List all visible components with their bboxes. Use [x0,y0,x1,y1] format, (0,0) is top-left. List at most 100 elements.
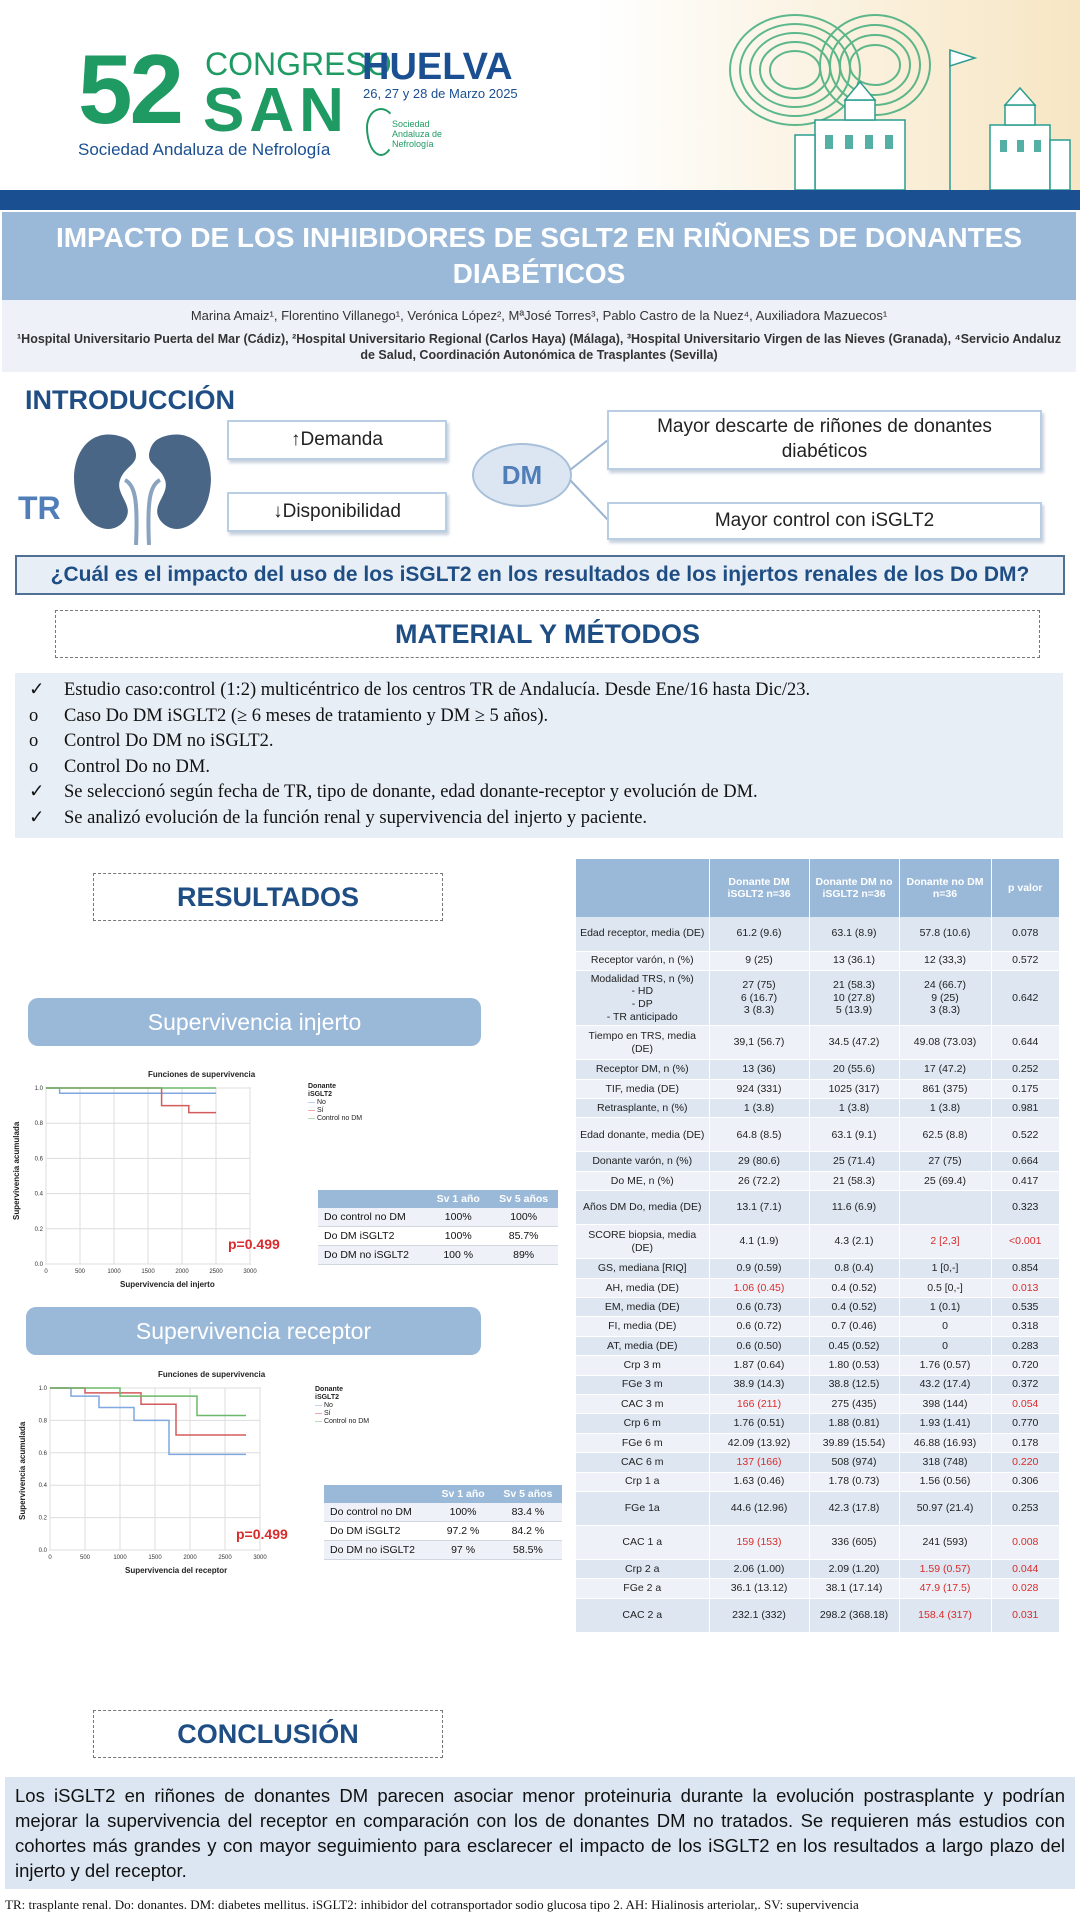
table-cell: 85.7% [489,1226,558,1246]
recipient-survival-pill: Supervivencia receptor [26,1307,481,1355]
chart-title: Funciones de supervivencia [158,1370,266,1379]
recipient-chart-legend: Donante iSGLT2 — No — Sí — Control no DM [315,1386,369,1426]
table-cell: 275 (435) [809,1394,900,1415]
table-row: Receptor varón, n (%) 9 (25) 13 (36.1) 12 (… [576,951,1060,971]
table-header-cell [324,1485,433,1503]
table-cell: 84.2 % [493,1521,562,1541]
table-cell: 0.981 [991,1098,1060,1119]
table-cell: GS, mediana [RIQ] [576,1258,710,1279]
table-cell: 13 (36.1) [809,951,900,971]
x-tick-label: 3000 [243,1269,257,1275]
table-cell: 241 (593) [899,1525,992,1560]
table-cell: Do control no DM [324,1503,433,1522]
table-cell: 50.97 (21.4) [899,1491,992,1526]
table-header-cell [318,1190,428,1208]
graft-survival-chart: Funciones de supervivencia Supervivencia… [10,1068,320,1294]
table-cell: 0.45 (0.52) [809,1336,900,1357]
table-cell: 0.9 (0.59) [709,1258,810,1279]
table-cell: 24 (66.7) 9 (25) 3 (8.3) [899,970,992,1027]
table-cell: 64.8 (8.5) [709,1117,810,1153]
table-cell: 46.88 (16.93) [899,1433,992,1454]
y-tick-label: 0.4 [39,1483,48,1489]
table-cell: 100 % [427,1245,490,1265]
table-cell: 39,1 (56.7) [709,1025,810,1061]
method-item: o Caso Do DM iSGLT2 (≥ 6 meses de tratami… [29,704,1049,730]
tr-label: TR [18,490,61,526]
table-cell: 0.220 [991,1452,1060,1473]
table-cell: 47.9 (17.5) [899,1578,992,1599]
table-cell: 166 (211) [709,1394,810,1415]
method-text: Estudio caso:control (1:2) multicéntrico… [64,680,811,700]
table-header-cell [576,859,710,917]
table-cell: 0.854 [991,1258,1060,1279]
table-cell: 9 (25) [709,951,810,971]
table-cell: 0.054 [991,1394,1060,1415]
checkmark-icon: ✓ [29,807,45,828]
table-cell: 137 (166) [709,1452,810,1473]
table-cell: 100% [427,1208,490,1227]
table-header-cell: p valor [991,859,1060,917]
y-tick-label: 0.6 [35,1156,44,1162]
graft-survival-plot: 0 500 1000 1500 2000 2500 3000 0.0 0.2 0.4 0.6 0.8 1… [35,1086,258,1275]
table-header-cell: Donante DM no iSGLT2 n=36 [809,859,900,917]
table-row: Crp 1 a 1.63 (0.46) 1.78 (0.73) 1.56 (0.56)… [576,1472,1060,1492]
demand-box: ↑Demanda [227,420,447,460]
table-cell: 0.306 [991,1472,1060,1492]
table-row: Crp 6 m 1.76 (0.51) 1.88 (0.81) 1.93 (1.41)… [576,1413,1060,1434]
x-tick-label: 1500 [141,1269,155,1275]
table-cell: 0.013 [991,1278,1060,1299]
table-row: AH, media (DE) 1.06 (0.45) 0.4 (0.52) 0.5 [… [576,1278,1060,1299]
y-tick-label: 0.6 [39,1451,48,1457]
table-cell: 0.522 [991,1117,1060,1153]
table-cell: 0.572 [991,951,1060,971]
table-cell: 0.417 [991,1171,1060,1192]
table-cell: 1.59 (0.57) [899,1559,992,1580]
table-row: Do DM iSGLT2 100% 85.7% [318,1226,558,1246]
legend-item-si: — Sí [308,1107,324,1115]
methods-heading: MATERIAL Y MÉTODOS [55,610,1040,658]
method-item: ✓ Se seleccionó según fecha de TR, tipo d… [29,780,1049,806]
intro-heading: INTRODUCCIÓN [25,385,235,415]
table-cell: 43.2 (17.4) [899,1375,992,1395]
table-row: GS, mediana [RIQ] 0.9 (0.59) 0.8 (0.4) 1 [0… [576,1258,1060,1279]
conclusion-heading: CONCLUSIÓN [93,1710,443,1758]
table-cell: 26 (72.2) [709,1171,810,1192]
header-divider-bar [0,190,1080,210]
method-text: Control Do no DM. [64,756,210,777]
table-cell: 861 (375) [899,1079,992,1100]
table-cell: 1.87 (0.64) [709,1355,810,1376]
table-cell: 0.4 (0.52) [809,1278,900,1299]
circle-bullet-icon: o [29,756,39,777]
method-item: ✓ Se analizó evolución de la función rena… [29,806,1049,832]
table-row: FGe 1a 44.6 (12.96) 42.3 (17.8) 50.97 (21.4… [576,1491,1060,1526]
table-cell: 1.80 (0.53) [809,1355,900,1376]
discard-box: Mayor descarte de riñones de donantes di… [607,410,1042,470]
conclusion-text: Los iSGLT2 en riñones de donantes DM par… [5,1777,1075,1889]
table-row: Tiempo en TRS, media (DE) 39,1 (56.7) 34.5… [576,1025,1060,1061]
table-cell: Receptor DM, n (%) [576,1059,710,1080]
table-cell: 83.4 % [493,1503,562,1522]
recipient-survival-plot: 0 500 1000 1500 2000 2500 3000 0.0 0.2 0.4 0.6 0.8 1… [39,1386,268,1561]
circle-bullet-icon: o [29,705,39,726]
availability-box: ↓Disponibilidad [227,492,447,532]
table-row: AT, media (DE) 0.6 (0.50) 0.45 (0.52) 0 0.28… [576,1336,1060,1357]
society-logo-text: Sociedad Andaluza de Nefrología [392,119,443,149]
table-cell: 0.7 (0.46) [809,1316,900,1337]
x-tick-label: 1000 [113,1555,127,1561]
graft-chart-legend: Donante iSGLT2 — No — Sí — Control no DM [308,1083,362,1123]
table-cell: Retrasplante, n (%) [576,1098,710,1119]
table-cell: 1.93 (1.41) [899,1413,992,1434]
table-cell: AH, media (DE) [576,1278,710,1299]
results-table: Donante DM iSGLT2 n=36 Donante DM no iSGL… [576,859,1060,1633]
table-cell: 0.178 [991,1433,1060,1454]
table-cell: Do DM iSGLT2 [318,1226,428,1246]
table-cell: 0.770 [991,1413,1060,1434]
table-cell: 38.8 (12.5) [809,1375,900,1395]
table-cell: 336 (605) [809,1525,900,1560]
table-row: FI, media (DE) 0.6 (0.72) 0.7 (0.46) 0 0.318 [576,1316,1060,1337]
x-tick-label: 2500 [209,1269,223,1275]
table-cell: 0.031 [991,1598,1060,1633]
congress-number: 52 [78,34,184,144]
table-cell: 0.323 [991,1190,1060,1226]
table-cell: 1025 (317) [809,1079,900,1100]
